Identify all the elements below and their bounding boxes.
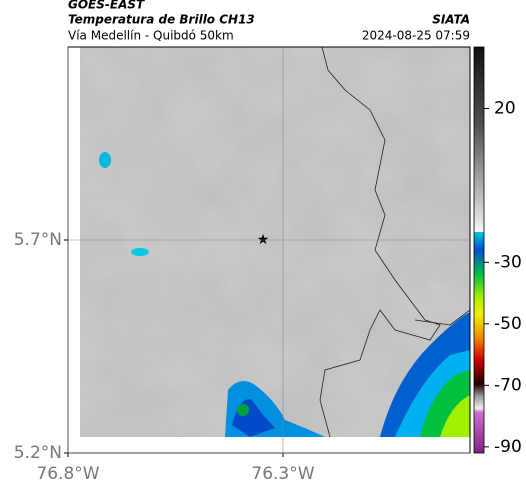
x-tick-label: 76.3°W <box>251 464 314 484</box>
x-tick-label: 76.8°W <box>36 464 99 484</box>
route: Vía Medellín - Quibdó 50km <box>68 29 234 43</box>
colorbar-label: -90 <box>494 437 522 457</box>
colorbar-label: -30 <box>494 252 522 272</box>
satellite-image: ★ <box>68 47 470 453</box>
y-tick-label: 5.7°N <box>14 230 62 250</box>
colorbar-label: -70 <box>494 375 522 395</box>
source: SIATA <box>432 13 470 27</box>
y-tick-label: 5.2°N <box>14 443 62 463</box>
datetime: 2024-08-25 07:59 <box>362 29 470 43</box>
subtitle: Temperatura de Brillo CH13 <box>68 13 255 27</box>
title: GOES-EAST <box>68 0 145 12</box>
colorbar <box>473 46 485 454</box>
colorbar-label: -50 <box>494 314 522 334</box>
colorbar-label: 20 <box>494 99 516 119</box>
